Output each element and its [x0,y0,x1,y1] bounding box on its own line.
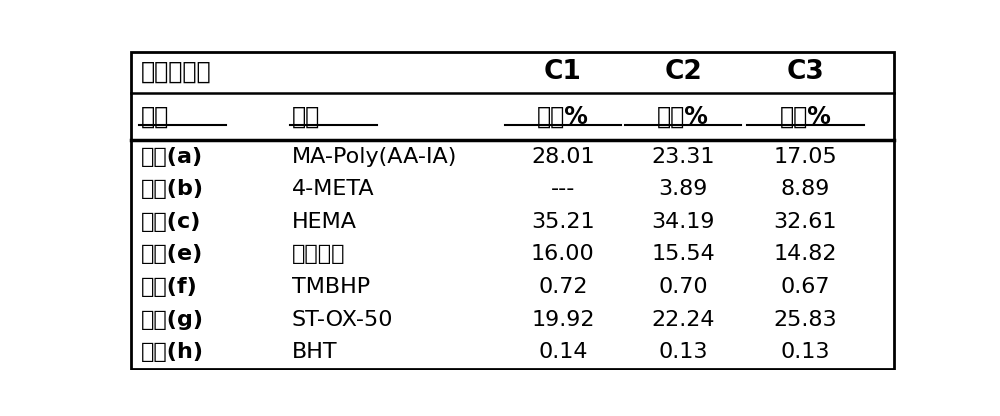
Text: 0.67: 0.67 [781,277,830,297]
Text: C1: C1 [544,59,582,85]
Text: 15.54: 15.54 [651,245,715,265]
Text: 组分(f): 组分(f) [140,277,197,297]
Text: 组分(h): 组分(h) [140,342,204,362]
Text: 19.92: 19.92 [531,310,595,330]
Text: 0.14: 0.14 [538,342,588,362]
Text: C2: C2 [664,59,702,85]
Text: 8.89: 8.89 [781,179,830,199]
Text: 0.13: 0.13 [781,342,830,362]
Text: HEMA: HEMA [292,212,357,232]
Text: 35.21: 35.21 [531,212,595,232]
Text: ---: --- [551,179,575,199]
Text: 成分: 成分 [292,104,320,129]
Text: 组分: 组分 [140,104,169,129]
Text: 23.31: 23.31 [651,146,715,167]
Text: 组分(e): 组分(e) [140,245,203,265]
Text: 3.89: 3.89 [658,179,708,199]
Text: 0.70: 0.70 [658,277,708,297]
Text: MA-Poly(AA-IA): MA-Poly(AA-IA) [292,146,457,167]
Text: 组分(b): 组分(b) [140,179,204,199]
Text: 0.72: 0.72 [538,277,588,297]
Text: 16.00: 16.00 [531,245,595,265]
Text: 重量%: 重量% [537,104,589,129]
Text: 4-META: 4-META [292,179,374,199]
Text: 28.01: 28.01 [531,146,595,167]
Text: 催化剂糊剂: 催化剂糊剂 [140,60,211,84]
Text: TMBHP: TMBHP [292,277,370,297]
Text: 组分(g): 组分(g) [140,310,204,330]
Text: 重量%: 重量% [780,104,831,129]
Text: 25.83: 25.83 [774,310,837,330]
Text: 17.05: 17.05 [774,146,837,167]
Text: 组分(a): 组分(a) [140,146,203,167]
Text: C3: C3 [787,59,824,85]
Text: 32.61: 32.61 [774,212,837,232]
Text: 去离子水: 去离子水 [292,245,345,265]
Text: 34.19: 34.19 [651,212,715,232]
Text: 14.82: 14.82 [774,245,837,265]
Text: 0.13: 0.13 [658,342,708,362]
Text: BHT: BHT [292,342,337,362]
Text: 组分(c): 组分(c) [140,212,201,232]
Text: 重量%: 重量% [657,104,709,129]
Text: 22.24: 22.24 [651,310,715,330]
Text: ST-OX-50: ST-OX-50 [292,310,393,330]
